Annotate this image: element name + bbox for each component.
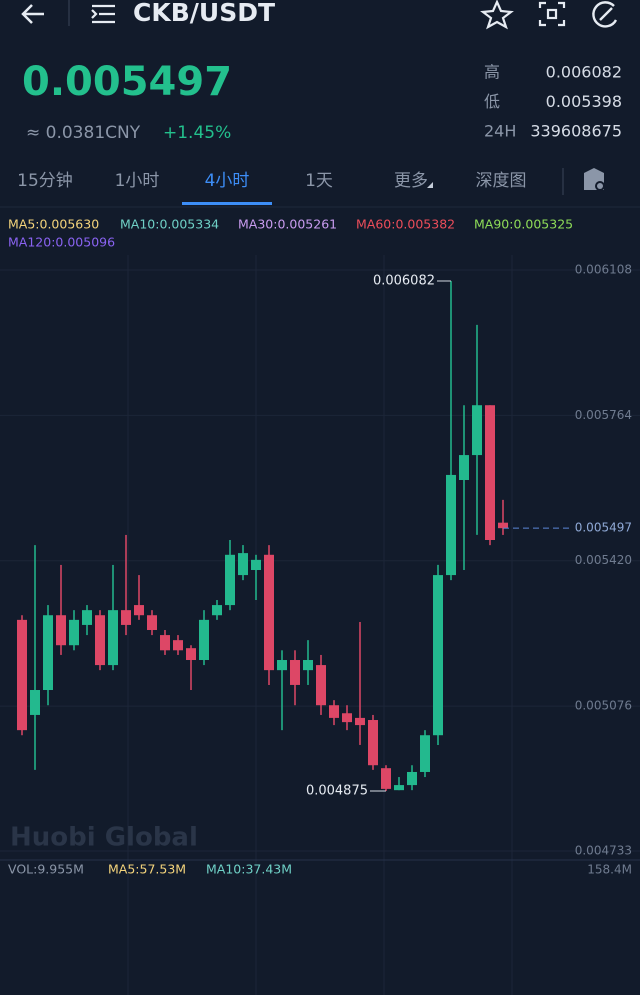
candle-body [225,554,235,606]
stat-value: 339608675 [530,122,622,141]
refresh-button[interactable] [592,1,618,28]
candle-body [355,717,365,726]
ma-indicator: MA120:0.005096 [8,235,115,250]
timeframe-tab[interactable]: 1小时 [115,171,160,191]
cny-price: ≈ 0.0381CNY [26,123,141,143]
candle-body [43,615,53,691]
candle-body [485,405,495,541]
candle-body [498,522,508,529]
candle-body [186,648,196,661]
candle-body [264,554,274,671]
dropdown-arrow [427,182,433,188]
candle-body [17,619,27,731]
max-label: 0.006082 [373,273,435,288]
settings-button[interactable] [584,168,605,191]
candle-body [121,610,131,625]
pair-title: CKB/USDT [133,0,275,27]
volume-indicator: VOL:9.955M [8,862,84,877]
candle-body [82,610,92,625]
timeframe-tab[interactable]: 15分钟 [17,171,73,191]
volume-indicator: MA10:37.43M [206,862,292,877]
screenshot-button[interactable] [538,1,566,27]
stat-label: 24H [484,122,516,141]
candle-body [394,785,404,791]
last-price: 0.005497 [22,59,232,105]
candle-body [238,553,248,576]
y-tick-label: 0.006108 [575,263,632,277]
candle-body [316,665,326,706]
candle-body [56,615,66,646]
candle-body [95,615,105,666]
ma-indicator: MA90:0.005325 [474,217,573,232]
candle-body [30,690,40,715]
candle-body [433,575,443,736]
candle-body [108,610,118,666]
candle-body [277,660,287,671]
ma-indicator: MA60:0.005382 [356,217,455,232]
candle-body [329,705,339,718]
timeframe-tab[interactable]: 深度图 [476,171,527,191]
candle-body [147,615,157,631]
timeframe-tab[interactable]: 更多 [394,171,428,191]
candle-body [420,735,430,772]
y-tick-label: 0.005076 [575,699,632,713]
candle-body [290,660,300,685]
stat-value: 0.005398 [546,92,622,111]
y-tick-label: 0.005420 [575,553,632,567]
candle-body [368,720,378,766]
candle-body [303,660,313,671]
menu-button[interactable] [91,4,115,24]
ma-indicator: MA5:0.005630 [8,217,99,232]
candle-body [160,635,170,651]
candle-body [446,474,456,576]
active-tab-underline [182,202,272,205]
stat-value: 0.006082 [546,63,622,82]
min-label: 0.004875 [306,783,368,798]
candle-body [212,605,222,616]
candle-body [69,619,79,646]
candle-body [134,605,144,616]
back-button[interactable] [21,4,44,24]
watermark: Huobi Global [10,823,198,853]
candle-body [173,640,183,651]
y-tick-label: 0.005764 [575,408,632,422]
stat-label: 高 [484,63,500,82]
ma-indicator: MA10:0.005334 [120,217,219,232]
candle-body [472,405,482,456]
candle-body [199,619,209,661]
candle-body [251,559,261,571]
last-price-label: 0.005497 [575,521,632,535]
timeframe-tab[interactable]: 1天 [305,171,333,191]
volume-indicator: MA5:57.53M [108,862,186,877]
candle-body [342,713,352,723]
stat-label: 低 [484,92,500,111]
y-tick-label: 0.004733 [575,844,632,858]
timeframe-tab[interactable]: 4小时 [205,171,250,191]
volume-max-label: 158.4M [587,863,632,877]
change-percent: +1.45% [163,123,231,143]
candle-body [459,455,469,481]
ma-indicator: MA30:0.005261 [238,217,337,232]
candle-body [407,771,417,786]
favorite-button[interactable] [480,0,514,30]
candle-body [381,768,391,789]
